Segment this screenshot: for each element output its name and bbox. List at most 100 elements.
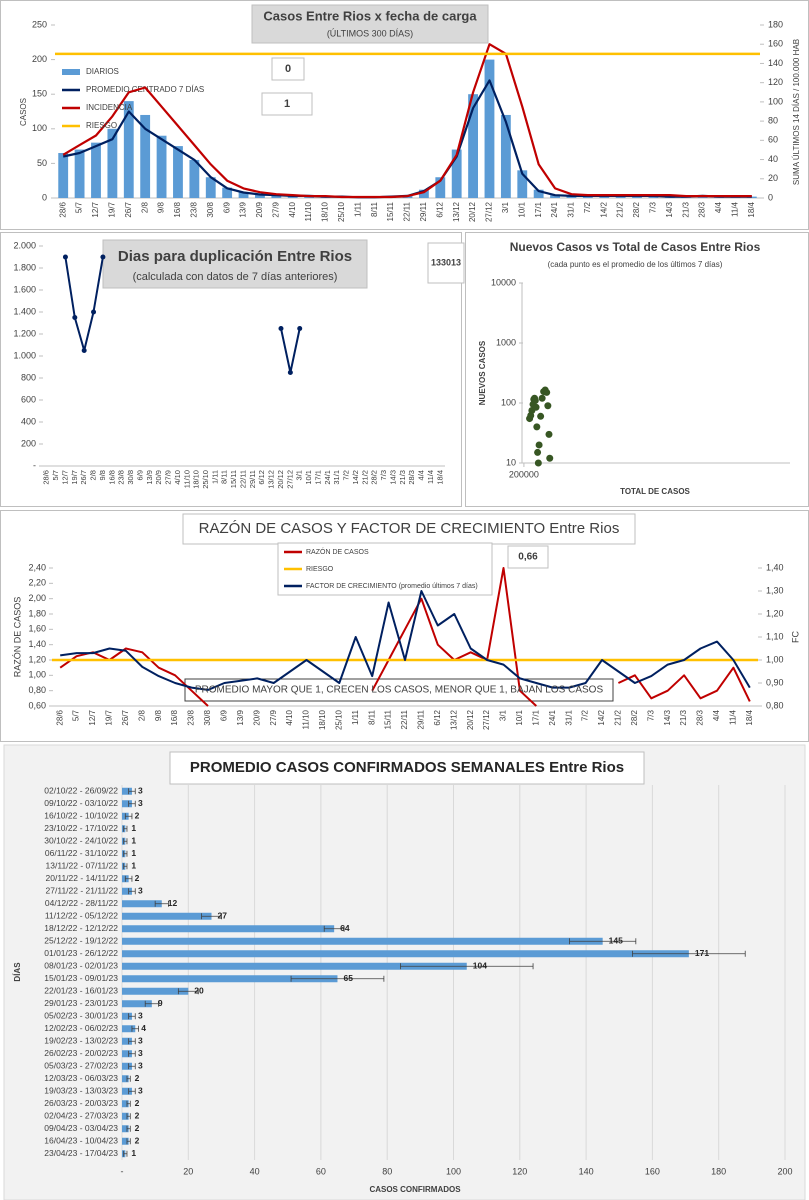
error-bar [128, 1050, 136, 1057]
bar [122, 1000, 152, 1008]
value-label: 3 [138, 1061, 143, 1071]
bar [123, 101, 134, 198]
y-tick-label: 05/03/23 - 27/02/23 [44, 1061, 118, 1071]
error-bar [128, 1013, 136, 1020]
x-tick-label: 9/8 [154, 709, 163, 721]
x-tick-label: 28/3 [696, 709, 705, 725]
value-label: 2 [135, 873, 140, 883]
annotation-box [184, 678, 614, 702]
y-tick-label: 1,20 [766, 608, 784, 618]
bar [122, 1050, 132, 1058]
y-tick-label: 100 [501, 397, 516, 407]
bar [122, 1025, 136, 1033]
bar [91, 142, 101, 198]
bar [122, 1037, 132, 1045]
bar [451, 149, 462, 198]
y-tick-label: 02/10/22 - 26/09/22 [44, 786, 118, 796]
x-tick-label: 17/1 [534, 201, 543, 217]
x-tick-label: 5/7 [75, 201, 84, 213]
x-tick-label: 20/9 [255, 201, 264, 217]
y-tick-label: 100 [768, 96, 783, 106]
bar [746, 196, 757, 198]
y-tick-label: 1.800 [13, 262, 36, 272]
x-tick-label: 11/4 [728, 709, 737, 725]
x-tick-label: 10/1 [517, 201, 526, 217]
x-tick-label: 160 [645, 1166, 660, 1176]
point [62, 254, 68, 260]
bar [205, 177, 216, 198]
x-tick-label: 16/8 [173, 201, 182, 217]
value-label: 2 [135, 1111, 140, 1121]
error-bar [177, 988, 199, 995]
bar [122, 925, 335, 933]
x-tick-label: 10/1 [515, 709, 524, 725]
x-tick-label: 3/1 [501, 201, 510, 213]
bar [255, 194, 265, 198]
y-tick-label: 16/10/22 - 10/10/22 [44, 811, 118, 821]
chart-title: PROMEDIO CASOS CONFIRMADOS SEMANALES Ent… [190, 759, 624, 776]
error-bar [126, 1125, 131, 1132]
x-tick-label: 27/9 [164, 470, 173, 485]
bar [500, 114, 511, 198]
value-label: 171 [695, 948, 709, 958]
x-tick-label: 29/11 [417, 709, 426, 729]
y-tick-label: 1,40 [28, 639, 46, 649]
x-tick-label: 1/11 [210, 470, 219, 484]
value-label: 2 [135, 1136, 140, 1146]
value-label: 2 [135, 1073, 140, 1083]
x-tick-label: 6/12 [257, 470, 266, 485]
y-tick-label: 26/02/23 - 20/02/23 [44, 1048, 118, 1058]
x-tick-label: 1/11 [353, 201, 362, 217]
annotation: 133013 [431, 257, 461, 267]
error-bar [128, 800, 136, 807]
y-tick-label: 140 [768, 58, 783, 68]
bar [122, 1012, 132, 1020]
x-tick-label: 80 [382, 1166, 392, 1176]
y-tick-label: 180 [768, 19, 783, 29]
value-label: 3 [138, 1011, 143, 1021]
x-tick-label: 4/10 [288, 201, 297, 217]
value-label: 9 [158, 998, 163, 1008]
x-tick-label: 12/7 [60, 470, 69, 485]
y-tick-label: 1,30 [766, 585, 784, 595]
y-tick-label: 05/02/23 - 30/01/23 [44, 1011, 118, 1021]
error-bar [123, 863, 128, 870]
x-tick-label: 19/7 [70, 470, 79, 485]
bar [122, 900, 162, 908]
x-tick-label: 18/10 [192, 470, 201, 489]
x-tick-label: 30/8 [206, 201, 215, 217]
annotation: 0,66 [518, 552, 538, 563]
value-label: 104 [473, 961, 487, 971]
x-tick-label: 11/4 [426, 470, 435, 484]
point [534, 448, 542, 456]
x-tick-label: 13/12 [449, 709, 458, 730]
chart-subtitle: (ÚLTIMOS 300 DÍAS) [327, 28, 413, 38]
error-bar [124, 875, 133, 882]
x-tick-label: 180 [711, 1166, 726, 1176]
x-tick-label: 14/3 [388, 470, 397, 485]
error-bar [201, 913, 222, 920]
y-tick-label: 1,20 [28, 654, 46, 664]
x-tick-label: 8/11 [367, 709, 376, 725]
x-tick-label: 6/9 [135, 470, 144, 480]
y-tick-label: 2,40 [28, 562, 46, 572]
annotation-box [261, 92, 313, 116]
point [297, 326, 303, 331]
x-tick-label: 8/11 [370, 201, 379, 217]
point [91, 309, 97, 315]
x-tick-label: 19/7 [107, 201, 116, 217]
error-bar [126, 1100, 131, 1107]
x-tick-label: 5/7 [72, 709, 81, 721]
y-tick-label: 800 [21, 372, 36, 382]
value-label: 27 [218, 911, 228, 921]
y-tick-label: 1,10 [766, 631, 784, 641]
bar [122, 1075, 129, 1083]
bar [122, 1137, 129, 1145]
y-tick-label: 40 [768, 154, 778, 164]
y-tick-label: 29/01/23 - 23/01/23 [44, 998, 118, 1008]
y-tick-label: 1.200 [13, 328, 36, 338]
x-tick-label: 7/3 [649, 201, 658, 213]
x-tick-label: 10/1 [304, 470, 313, 485]
error-bar [569, 938, 637, 945]
y-tick-label: 30/10/22 - 24/10/22 [44, 836, 118, 846]
